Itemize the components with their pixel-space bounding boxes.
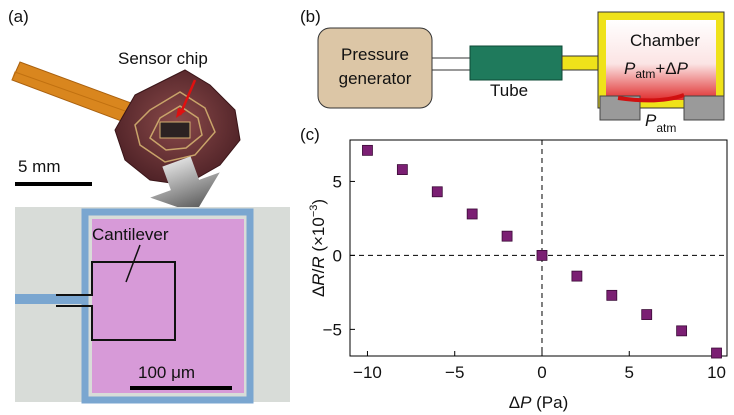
cantilever-label: Cantilever <box>92 225 169 244</box>
label-part: (×10 <box>309 217 328 256</box>
panel-label: (a) <box>8 7 29 26</box>
symbol: P <box>624 59 636 78</box>
chamber-label: Chamber <box>630 31 700 50</box>
y-tick-label: 0 <box>333 246 342 265</box>
marker <box>642 310 652 320</box>
marker <box>397 165 407 175</box>
figure: (a) Sensor chip 5 mm Cantilever 100 μm (… <box>0 0 734 415</box>
label-part: Δ <box>309 286 328 297</box>
label-part: −3 <box>308 205 320 218</box>
marker <box>572 271 582 281</box>
symbol: P <box>645 111 657 130</box>
x-tick-label: −10 <box>353 363 382 382</box>
panel-label: (c) <box>300 125 320 144</box>
label-part: P <box>520 393 532 412</box>
marker <box>677 326 687 336</box>
y-tick-label: 5 <box>333 172 342 191</box>
marker <box>467 209 477 219</box>
x-tick-label: 10 <box>707 363 726 382</box>
generator-box <box>318 28 432 108</box>
text: +Δ <box>655 59 676 78</box>
marker <box>362 145 372 155</box>
marker <box>712 348 722 358</box>
connector <box>562 56 600 70</box>
subscript: atm <box>656 121 676 135</box>
marker <box>607 290 617 300</box>
scale-label: 5 mm <box>18 157 61 176</box>
label-part: (Pa) <box>531 393 568 412</box>
photo-top <box>12 62 240 226</box>
label-part: R <box>309 273 328 285</box>
base-block <box>684 96 724 120</box>
tube-label: Tube <box>490 81 528 100</box>
tube <box>470 46 562 80</box>
generator-label: generator <box>339 69 412 88</box>
marker <box>537 250 547 260</box>
y-axis-label: ΔR/R (×10−3) <box>308 199 328 297</box>
x-tick-label: 0 <box>537 363 546 382</box>
pressure-label: Patm+ΔP <box>624 59 689 81</box>
generator-label: Pressure <box>341 45 409 64</box>
subscript: atm <box>635 67 655 81</box>
marker <box>502 231 512 241</box>
chip <box>160 122 190 138</box>
x-tick-label: −5 <box>445 363 464 382</box>
sensor-label: Sensor chip <box>118 49 208 68</box>
symbol: P <box>677 59 689 78</box>
label-part: Δ <box>509 393 520 412</box>
label-part: R <box>309 256 328 268</box>
y-tick-label: −5 <box>323 320 342 339</box>
panel-label: (b) <box>300 7 321 26</box>
scale-label: 100 μm <box>138 363 195 382</box>
connector <box>432 58 470 70</box>
pressure-label: Patm <box>645 111 676 135</box>
marker <box>432 187 442 197</box>
x-axis-label: ΔP (Pa) <box>509 393 569 412</box>
label-part: ) <box>309 199 328 205</box>
x-tick-label: 5 <box>625 363 634 382</box>
